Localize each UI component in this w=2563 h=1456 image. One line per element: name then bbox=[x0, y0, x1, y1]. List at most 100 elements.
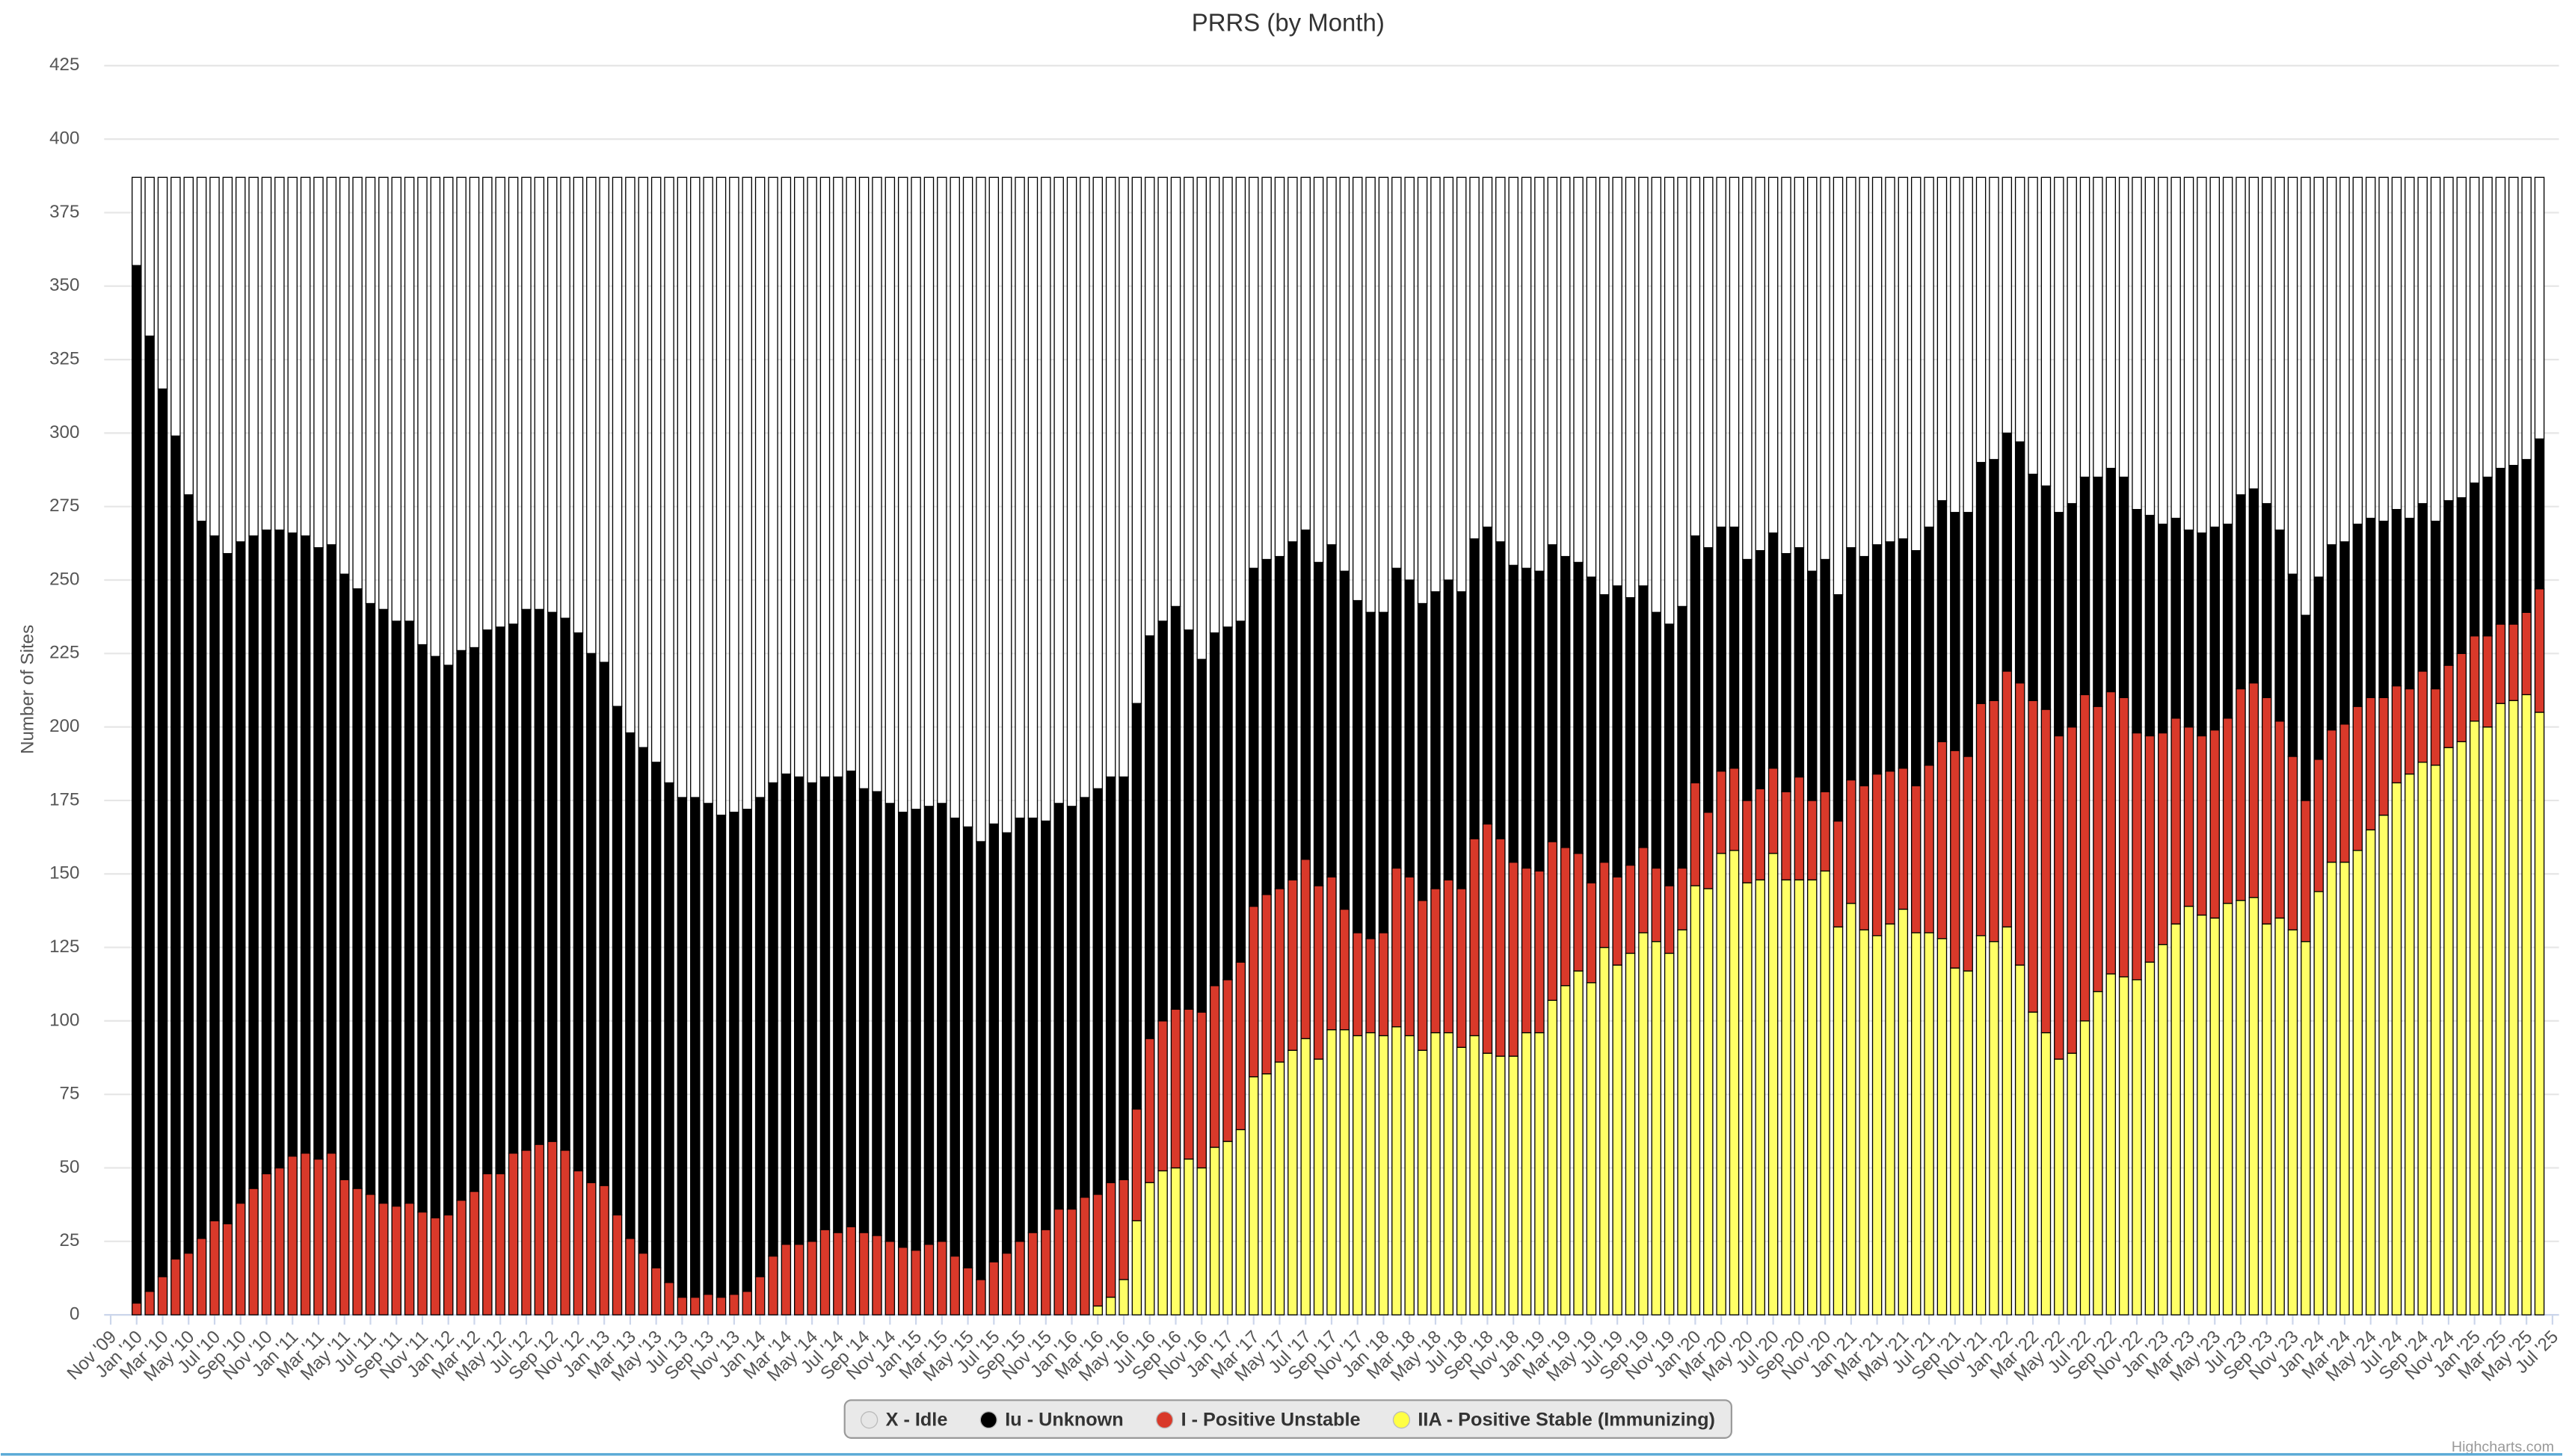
legend-label[interactable]: Iu - Unknown bbox=[1005, 1409, 1124, 1430]
bar-segment bbox=[897, 812, 908, 1248]
legend-item[interactable]: I - Positive Unstable bbox=[1156, 1409, 1361, 1430]
bar-segment bbox=[2158, 943, 2168, 1315]
bar-segment bbox=[1638, 847, 1649, 934]
bar-segment bbox=[2236, 176, 2246, 496]
bar-segment bbox=[1677, 929, 1687, 1315]
bar-segment bbox=[1365, 176, 1376, 613]
bar-segment bbox=[1053, 176, 1064, 804]
bar-segment bbox=[1767, 853, 1779, 1315]
bar-segment bbox=[508, 1153, 519, 1315]
bar-segment bbox=[521, 1150, 532, 1315]
legend-item[interactable]: X - Idle bbox=[860, 1409, 948, 1430]
bar-segment bbox=[625, 732, 636, 1239]
legend-label[interactable]: I - Positive Unstable bbox=[1181, 1409, 1361, 1430]
bar-segment bbox=[236, 1203, 246, 1315]
bar-segment bbox=[1703, 176, 1714, 549]
bar-segment bbox=[236, 176, 246, 543]
bar-segment bbox=[1365, 611, 1376, 940]
bar-segment bbox=[807, 782, 817, 1242]
bar-segment bbox=[1729, 768, 1740, 851]
bar-segment bbox=[1105, 1182, 1116, 1298]
bar-segment bbox=[1742, 882, 1753, 1315]
bar-segment bbox=[781, 176, 792, 775]
bar-segment bbox=[1975, 703, 1987, 937]
bar-segment bbox=[1846, 547, 1856, 781]
y-tick-label: 175 bbox=[49, 789, 79, 809]
bar-segment bbox=[911, 1249, 921, 1315]
bar-segment bbox=[2028, 700, 2038, 1013]
bar-segment bbox=[2183, 176, 2194, 531]
legend-item[interactable]: Iu - Unknown bbox=[979, 1409, 1124, 1430]
legend-label[interactable]: IIA - Positive Stable (Immunizing) bbox=[1418, 1409, 1714, 1430]
bar-segment bbox=[1105, 176, 1116, 778]
y-tick-label: 150 bbox=[49, 863, 79, 883]
bar-segment bbox=[1859, 555, 1869, 786]
bar-segment bbox=[404, 620, 415, 1204]
bar-segment bbox=[1586, 882, 1597, 984]
bar-segment bbox=[2521, 694, 2532, 1315]
bar-segment bbox=[742, 1291, 752, 1315]
bar-segment bbox=[1261, 558, 1272, 895]
bar-segment bbox=[650, 762, 662, 1268]
bar-segment bbox=[1703, 888, 1714, 1315]
bar-segment bbox=[1365, 1031, 1376, 1315]
bar-segment bbox=[2495, 467, 2506, 625]
bar-segment bbox=[2105, 467, 2117, 693]
bar-segment bbox=[1313, 1058, 1324, 1315]
bar-segment bbox=[1417, 899, 1428, 1051]
bar-segment bbox=[807, 1241, 817, 1315]
bar-segment bbox=[1027, 817, 1039, 1233]
bar-segment bbox=[1119, 1279, 1129, 1315]
bar-segment bbox=[352, 588, 363, 1189]
bar-segment bbox=[2404, 773, 2415, 1315]
bar-segment bbox=[236, 541, 246, 1204]
bar-segment bbox=[1716, 526, 1726, 772]
bar-segment bbox=[1170, 176, 1181, 608]
bar-segment bbox=[2183, 905, 2194, 1315]
bar-segment bbox=[1534, 870, 1545, 1034]
bar-segment bbox=[1871, 176, 1883, 546]
bar-segment bbox=[1209, 1147, 1220, 1315]
bar-segment bbox=[2248, 897, 2259, 1315]
bar-segment bbox=[2222, 523, 2233, 719]
bar-segment bbox=[274, 176, 285, 531]
bar-segment bbox=[300, 176, 311, 537]
bar-segment bbox=[443, 176, 454, 666]
bar-segment bbox=[1924, 932, 1934, 1315]
bar-segment bbox=[884, 803, 896, 1242]
bar-segment bbox=[1664, 623, 1675, 886]
bar-segment bbox=[2378, 176, 2389, 522]
bar-segment bbox=[988, 176, 1000, 825]
bar-segment bbox=[1456, 1046, 1467, 1315]
bar-segment bbox=[2158, 732, 2168, 946]
legend-item[interactable]: IIA - Positive Stable (Immunizing) bbox=[1392, 1409, 1715, 1430]
bar-segment bbox=[638, 1252, 649, 1315]
legend-symbol bbox=[1392, 1411, 1411, 1429]
bar-segment bbox=[1612, 585, 1622, 877]
bar-segment bbox=[2014, 176, 2025, 442]
bar-segment bbox=[742, 809, 752, 1292]
y-tick-label: 125 bbox=[49, 937, 79, 957]
bar-segment bbox=[2197, 914, 2207, 1315]
bar-segment bbox=[1898, 908, 1909, 1315]
bar-segment bbox=[1936, 500, 1948, 742]
bar-segment bbox=[2534, 588, 2545, 713]
bar-segment bbox=[534, 608, 545, 1145]
bar-segment bbox=[1599, 176, 1610, 596]
bar-segment bbox=[2028, 176, 2038, 475]
bar-segment bbox=[1898, 538, 1909, 769]
legend-label[interactable]: X - Idle bbox=[886, 1409, 948, 1430]
y-tick-label: 300 bbox=[49, 422, 79, 442]
bar-segment bbox=[650, 176, 662, 763]
legend: X - Idle Iu - Unknown I - Positive Unstabl… bbox=[843, 1399, 1732, 1439]
bar-segment bbox=[1677, 605, 1687, 869]
bar-segment bbox=[2262, 503, 2272, 698]
bar-segment bbox=[858, 788, 870, 1233]
bar-segment bbox=[794, 176, 804, 778]
bar-segment bbox=[962, 176, 973, 828]
bar-segment bbox=[2378, 697, 2389, 816]
bar-segment bbox=[144, 176, 155, 337]
bar-segment bbox=[1794, 879, 1805, 1315]
bar-segment bbox=[2391, 508, 2402, 687]
bar-segment bbox=[872, 791, 882, 1236]
